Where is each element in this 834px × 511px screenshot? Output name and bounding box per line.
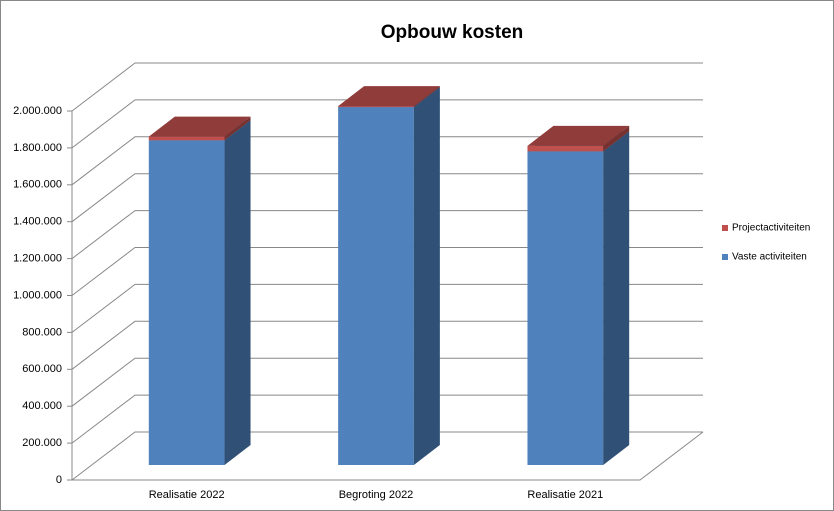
x-tick-label: Begroting 2022 bbox=[339, 489, 414, 501]
y-tick-label: 400.000 bbox=[22, 400, 62, 412]
y-tick-label: 1.200.000 bbox=[13, 253, 62, 265]
bar-side bbox=[413, 86, 440, 108]
legend-label: Vaste activiteiten bbox=[732, 252, 807, 263]
grid-line bbox=[71, 394, 703, 444]
grid-line bbox=[71, 173, 703, 223]
grid-line bbox=[71, 320, 703, 370]
grid-line bbox=[71, 283, 703, 333]
y-tick-label: 2.000.000 bbox=[13, 105, 62, 117]
grid-line bbox=[71, 357, 703, 407]
bar-side bbox=[224, 116, 251, 141]
grid-line bbox=[71, 210, 703, 259]
legend-swatch bbox=[722, 254, 728, 260]
bar-side bbox=[603, 131, 630, 465]
bar-top bbox=[527, 125, 630, 146]
bar-side bbox=[224, 120, 251, 465]
y-tick-label: 1.600.000 bbox=[13, 179, 62, 191]
bar-side bbox=[413, 87, 440, 465]
bar-side bbox=[603, 125, 630, 152]
bar-front bbox=[148, 136, 225, 141]
y-tick-label: 1.000.000 bbox=[13, 289, 62, 301]
bar-front bbox=[338, 106, 414, 108]
x-tick-label: Realisatie 2022 bbox=[149, 489, 225, 501]
grid-line bbox=[71, 247, 703, 296]
grid-line bbox=[71, 99, 703, 149]
legend-label: Projectactiviteiten bbox=[732, 223, 810, 234]
legend-swatch bbox=[722, 225, 728, 231]
x-tick-label: Realisatie 2021 bbox=[527, 489, 603, 501]
bar-front bbox=[338, 107, 414, 465]
y-tick-label: 1.400.000 bbox=[13, 216, 62, 228]
bar-top bbox=[338, 86, 440, 107]
grid-line bbox=[71, 431, 703, 481]
bar-front bbox=[527, 151, 604, 465]
y-tick-label: 200.000 bbox=[22, 437, 62, 449]
grid-line bbox=[71, 62, 703, 112]
chart-title: Opbouw kosten bbox=[381, 22, 524, 43]
bar-front bbox=[527, 145, 604, 152]
y-tick-label: 0 bbox=[56, 474, 62, 486]
floor bbox=[72, 431, 704, 481]
y-tick-label: 1.800.000 bbox=[13, 142, 62, 154]
y-tick-label: 800.000 bbox=[22, 326, 62, 338]
bar-front bbox=[148, 140, 225, 465]
bar-top bbox=[148, 116, 251, 137]
y-tick-label: 600.000 bbox=[22, 363, 62, 375]
grid-line bbox=[71, 136, 703, 186]
